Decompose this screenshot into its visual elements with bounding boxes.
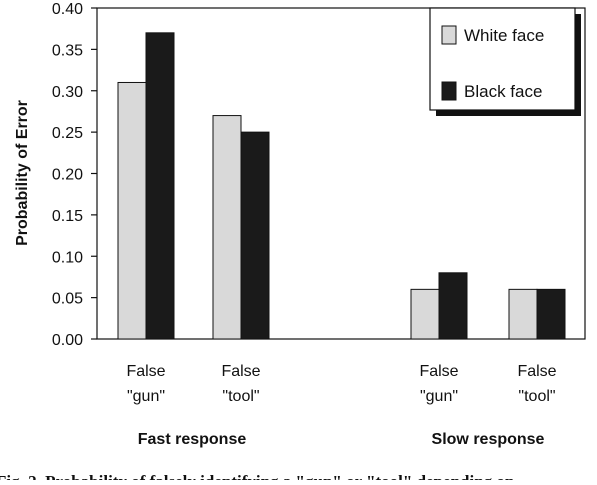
category-label-line1: False: [419, 363, 458, 380]
y-axis-label-group: Probability of Error: [14, 100, 31, 246]
y-tick-label: 0.30: [52, 84, 83, 101]
y-tick-label: 0.20: [52, 167, 83, 184]
group-label: Slow response: [432, 431, 545, 448]
legend-label: Black face: [464, 82, 542, 101]
category-label-line1: False: [517, 363, 556, 380]
y-tick-label: 0.10: [52, 249, 83, 266]
bar-white-face: [410, 288, 440, 340]
bar-black-face: [145, 32, 175, 340]
legend: White face Black face: [429, 7, 581, 116]
y-axis-label: Probability of Error: [14, 100, 31, 246]
legend-swatch: [441, 25, 457, 45]
category-label-line2: "tool": [222, 388, 259, 405]
bar-white-face: [212, 115, 242, 340]
group-label: Fast response: [138, 431, 247, 448]
bar-white-face: [117, 81, 147, 340]
category-label-line2: "gun": [420, 388, 458, 405]
bar-black-face: [438, 272, 468, 340]
legend-swatch: [441, 81, 457, 101]
category-label-line1: False: [221, 363, 260, 380]
bar-black-face: [240, 131, 270, 340]
plot-area: 0.00 0.05 0.10 0.15 0.20 0.25 0.30 0.35 0.40 Fals…: [52, 1, 586, 448]
bar-black-face: [536, 288, 566, 340]
category-label-line2: "gun": [127, 388, 165, 405]
y-tick-label: 0.15: [52, 208, 83, 225]
y-tick-label: 0.35: [52, 42, 83, 59]
y-tick-label: 0.25: [52, 125, 83, 142]
legend-label: White face: [464, 26, 544, 45]
category-label-line1: False: [126, 363, 165, 380]
figure-caption: Fig. 2. Probability of falsely identifyi…: [0, 472, 515, 480]
y-tick-label: 0.40: [52, 1, 83, 18]
category-label-line2: "tool": [518, 388, 555, 405]
y-tick-label: 0.00: [52, 332, 83, 349]
y-tick-label: 0.05: [52, 291, 83, 308]
bar-white-face: [508, 288, 538, 340]
